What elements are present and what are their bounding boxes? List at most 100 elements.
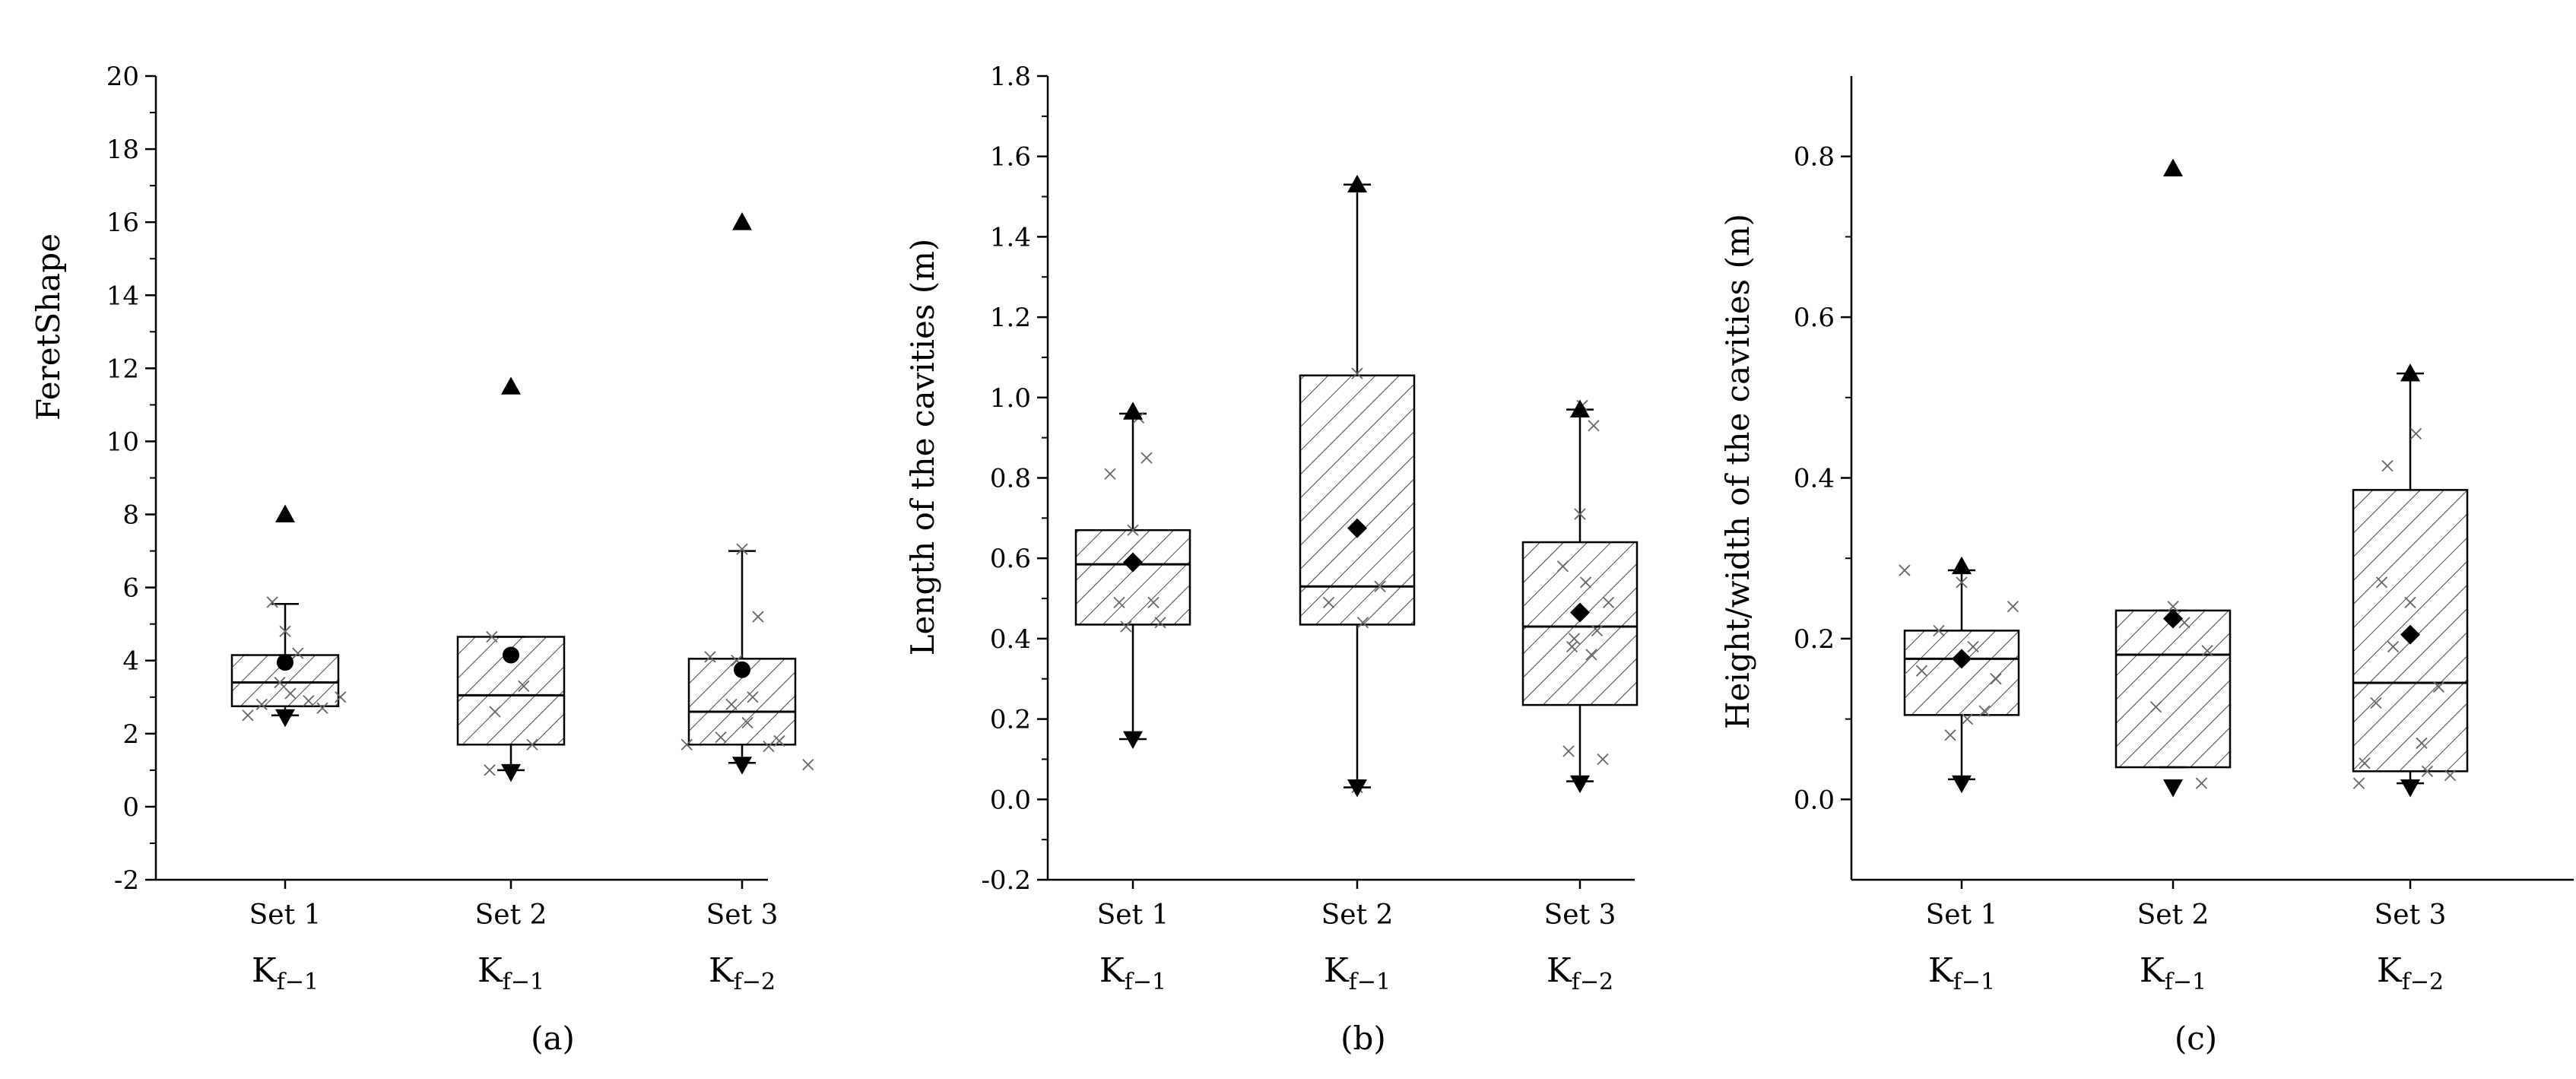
data-point-stroke	[274, 676, 286, 689]
max-marker	[2400, 363, 2420, 382]
data-point-stroke	[486, 630, 498, 643]
data-point-stroke	[1602, 596, 1615, 608]
min-marker	[732, 757, 752, 775]
data-point-stroke	[1120, 620, 1132, 633]
y-tick-label: 1.0	[990, 383, 1031, 414]
data-point	[773, 735, 785, 747]
kf-label: Kf−1	[1928, 951, 1995, 995]
min-marker	[1123, 731, 1143, 750]
max-marker	[1347, 174, 1367, 193]
data-point	[2195, 777, 2208, 789]
data-point-stroke	[1944, 729, 1956, 741]
data-point	[526, 738, 538, 751]
data-point	[1961, 712, 1974, 725]
y-tick-label: 1.2	[990, 303, 1031, 333]
data-point-stroke	[2359, 757, 2371, 770]
data-point-stroke	[1113, 596, 1125, 608]
data-point	[284, 687, 297, 700]
category-label: Set 3	[2375, 900, 2447, 931]
kf-label: Kf−2	[709, 951, 776, 995]
data-point-stroke	[1127, 524, 1139, 536]
data-point	[704, 651, 716, 663]
y-tick-label: -0.2	[981, 865, 1031, 896]
mean-marker	[503, 646, 519, 664]
data-point	[1566, 640, 1578, 653]
data-point	[1588, 420, 1600, 432]
data-point	[1915, 665, 1928, 677]
data-point	[1140, 452, 1153, 464]
data-point	[1944, 729, 1956, 741]
data-point-stroke	[1990, 673, 2002, 685]
y-tick-label: 10	[106, 427, 139, 457]
data-point	[1597, 753, 1609, 766]
data-point-stroke	[725, 698, 738, 711]
y-tick-label: 20	[106, 62, 139, 92]
data-point-stroke	[518, 680, 530, 692]
data-point	[1933, 624, 1945, 636]
data-point	[1104, 468, 1116, 480]
category-label: Set 1	[1097, 900, 1169, 931]
panel-c: 0.0 0.2 0.4 0.6 0.8 Height/width of the cavit…	[1719, 76, 2574, 1057]
data-point	[736, 543, 748, 555]
data-point-stroke	[335, 691, 347, 703]
min-marker	[2400, 779, 2420, 798]
box	[1074, 528, 1191, 626]
y-tick-label: 0.4	[990, 624, 1031, 655]
data-point-stroke	[526, 738, 538, 751]
mean-marker	[2400, 624, 2420, 645]
data-point-stroke	[1574, 508, 1586, 520]
data-point	[242, 709, 254, 722]
y-axis-title: FeretShape	[30, 233, 67, 420]
data-point-stroke	[802, 759, 814, 771]
max-marker	[2163, 158, 2183, 176]
box	[2114, 609, 2232, 769]
data-point	[486, 630, 498, 643]
data-point-stroke	[736, 543, 748, 555]
data-point-stroke	[2201, 645, 2213, 657]
data-point-stroke	[773, 735, 785, 747]
data-point-stroke	[2432, 681, 2445, 693]
data-point	[2007, 600, 2019, 613]
data-point-stroke	[1579, 576, 1592, 589]
data-point	[2409, 427, 2422, 440]
kf-label-subscript: f−1	[1953, 969, 1995, 995]
kf-label-subscript: f−2	[2402, 969, 2444, 995]
data-point	[1322, 596, 1335, 608]
kf-label: Kf−2	[2377, 951, 2444, 995]
data-point-stroke	[1591, 624, 1604, 636]
data-point	[1374, 580, 1386, 592]
data-point	[1568, 633, 1581, 645]
category-label: Set 1	[249, 900, 322, 931]
kf-label-base: K	[1099, 951, 1125, 990]
data-point-stroke	[2167, 600, 2179, 613]
max-marker	[1570, 399, 1590, 418]
y-tick-label: 0.2	[990, 705, 1031, 735]
data-point	[2359, 757, 2371, 770]
data-point	[763, 740, 775, 753]
data-point	[2444, 769, 2457, 782]
data-point-stroke	[752, 611, 764, 623]
min-marker	[1570, 775, 1590, 794]
category-label: Set 2	[2137, 900, 2210, 931]
box	[1903, 630, 2020, 716]
data-point	[303, 694, 315, 707]
data-point	[725, 698, 738, 711]
kf-label-base: K	[2140, 951, 2165, 990]
y-tick-label: 4	[122, 646, 139, 677]
data-point-stroke	[316, 702, 328, 714]
panel-label: (a)	[531, 1020, 575, 1057]
y-tick-label: 0.8	[1794, 142, 1835, 173]
data-point-stroke	[1566, 640, 1578, 653]
data-point-stroke	[680, 738, 693, 751]
data-point	[1602, 596, 1615, 608]
data-point	[335, 691, 347, 703]
y-tick-label: 0.8	[990, 464, 1031, 494]
data-point	[1899, 564, 1911, 576]
y-tick-label: 2	[122, 719, 139, 750]
data-point	[1956, 576, 1968, 589]
mean-marker	[1570, 602, 1590, 623]
mean-marker	[734, 661, 750, 678]
data-point	[2416, 737, 2428, 749]
data-point-stroke	[1978, 705, 1991, 717]
data-point-stroke	[284, 687, 297, 700]
